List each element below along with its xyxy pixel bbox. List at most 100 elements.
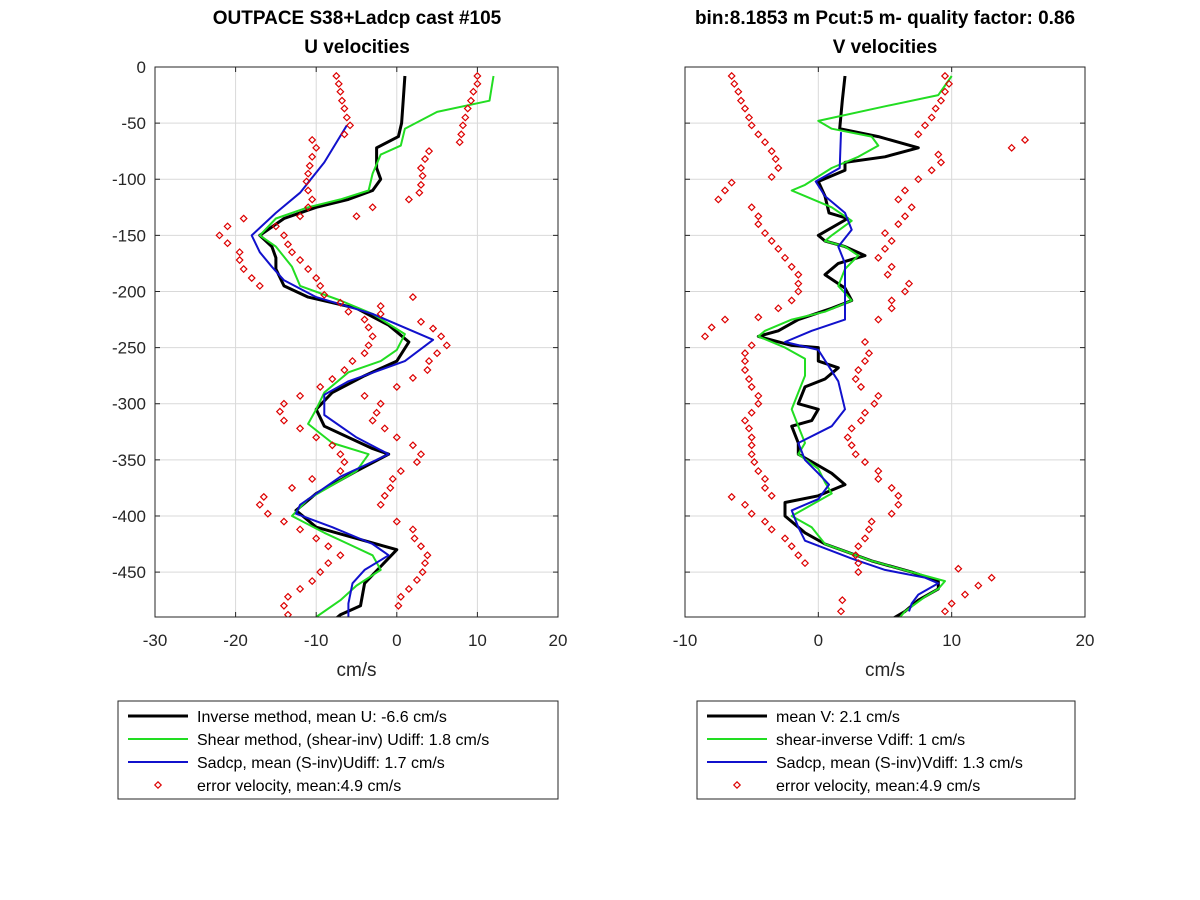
error-velocity-marker bbox=[851, 551, 860, 560]
error-velocity-marker bbox=[408, 293, 417, 302]
error-velocity-marker bbox=[747, 433, 756, 442]
error-velocity-marker bbox=[424, 147, 434, 156]
error-velocity-marker bbox=[767, 172, 776, 182]
error-velocity-marker bbox=[787, 296, 796, 305]
error-velocity-marker bbox=[437, 332, 446, 341]
error-velocity-marker bbox=[900, 186, 910, 195]
error-velocity-marker bbox=[316, 382, 325, 391]
legend-label: error velocity, mean:4.9 cm/s bbox=[776, 778, 980, 795]
error-velocity-marker bbox=[408, 525, 417, 534]
chart-subtitle: V velocities bbox=[833, 37, 938, 58]
error-velocity-marker bbox=[754, 391, 763, 400]
error-velocity-marker bbox=[271, 222, 280, 231]
error-velocity-marker bbox=[754, 220, 763, 229]
error-velocity-marker bbox=[736, 96, 746, 105]
legend-label: Inverse method, mean U: -6.6 cm/s bbox=[197, 709, 447, 726]
error-velocity-marker bbox=[771, 154, 780, 164]
error-velocity-marker bbox=[740, 357, 750, 366]
error-velocity-marker bbox=[860, 408, 870, 417]
error-velocity-marker bbox=[336, 551, 345, 560]
error-velocity-marker bbox=[275, 407, 284, 416]
error-velocity-marker bbox=[263, 509, 272, 518]
error-velocity-marker bbox=[707, 323, 716, 332]
error-velocity-marker bbox=[304, 169, 313, 178]
error-velocity-marker bbox=[800, 559, 810, 568]
error-velocity-marker bbox=[774, 244, 783, 253]
error-velocity-marker bbox=[316, 281, 325, 290]
error-velocity-marker bbox=[874, 467, 883, 476]
error-velocity-marker bbox=[336, 467, 345, 476]
series-1 bbox=[258, 75, 411, 617]
error-velocity-marker bbox=[304, 264, 313, 274]
error-velocity-marker bbox=[396, 467, 405, 476]
error-velocity-marker bbox=[1007, 143, 1016, 152]
error-velocity-marker bbox=[887, 296, 896, 305]
error-velocity-marker bbox=[760, 474, 770, 483]
error-velocity-marker bbox=[767, 525, 776, 534]
error-velocity-marker bbox=[750, 458, 759, 467]
error-velocity-marker bbox=[324, 559, 333, 568]
error-velocity-marker bbox=[900, 287, 910, 296]
error-velocity-marker bbox=[364, 341, 373, 350]
y-tick-label: -250 bbox=[112, 339, 146, 358]
error-velocity-marker bbox=[894, 500, 903, 509]
error-velocity-marker bbox=[372, 408, 381, 417]
legend-marker bbox=[153, 780, 163, 790]
x-tick-label: 20 bbox=[549, 631, 568, 650]
error-velocity-marker bbox=[416, 542, 426, 551]
error-velocity-marker bbox=[296, 391, 305, 400]
error-velocity-marker bbox=[279, 517, 289, 526]
error-velocity-marker bbox=[336, 450, 345, 459]
legend: Inverse method, mean U: -6.6 cm/s Shear m… bbox=[117, 700, 559, 800]
error-velocity-marker bbox=[894, 220, 903, 229]
error-velocity-marker bbox=[418, 568, 427, 577]
error-velocity-marker bbox=[376, 309, 385, 318]
error-velocity-marker bbox=[418, 171, 427, 180]
error-velocity-marker bbox=[410, 534, 419, 543]
error-velocity-marker bbox=[794, 270, 803, 279]
error-velocity-marker bbox=[320, 290, 329, 299]
error-velocity-marker bbox=[328, 374, 337, 384]
error-velocity-marker bbox=[420, 559, 430, 568]
error-velocity-marker bbox=[864, 525, 874, 534]
error-velocity-marker bbox=[424, 357, 434, 366]
error-velocity-marker bbox=[308, 195, 317, 204]
error-velocity-marker bbox=[380, 424, 389, 433]
error-velocity-marker bbox=[940, 87, 950, 96]
error-velocity-marker bbox=[412, 575, 421, 585]
error-velocity-marker bbox=[934, 150, 943, 159]
error-velocity-marker bbox=[340, 104, 349, 113]
series-4 bbox=[215, 71, 482, 617]
error-velocity-marker bbox=[987, 573, 996, 582]
x-tick-label: 0 bbox=[814, 631, 823, 650]
error-velocity-marker bbox=[408, 373, 417, 382]
error-velocity-marker bbox=[304, 186, 313, 195]
error-velocity-marker bbox=[774, 304, 783, 313]
error-velocity-marker bbox=[887, 262, 896, 271]
series-line bbox=[784, 132, 940, 612]
error-velocity-marker bbox=[747, 441, 756, 450]
error-velocity-marker bbox=[283, 610, 293, 617]
legend-label: Sadcp, mean (S-inv)Udiff: 1.7 cm/s bbox=[197, 755, 445, 772]
chart-panel-1: OUTPACE S38+Ladcp cast #105 U velocities -… bbox=[112, 8, 568, 800]
error-velocity-marker bbox=[754, 130, 763, 139]
series-line bbox=[258, 75, 495, 617]
error-velocity-marker bbox=[312, 534, 321, 543]
error-velocity-marker bbox=[754, 467, 763, 476]
y-tick-label: 0 bbox=[137, 58, 146, 77]
y-tick-label: -100 bbox=[112, 170, 146, 189]
error-velocity-marker bbox=[239, 214, 248, 223]
error-velocity-marker bbox=[760, 483, 770, 492]
error-velocity-marker bbox=[223, 222, 232, 231]
error-velocity-marker bbox=[854, 366, 863, 375]
error-velocity-marker bbox=[883, 270, 892, 279]
error-velocity-marker bbox=[360, 349, 369, 358]
error-velocity-marker bbox=[794, 279, 803, 288]
error-velocity-marker bbox=[907, 203, 916, 212]
error-velocity-marker bbox=[442, 341, 451, 350]
error-velocity-marker bbox=[340, 130, 349, 139]
error-velocity-marker bbox=[720, 186, 730, 195]
error-velocity-marker bbox=[887, 236, 896, 246]
error-velocity-marker bbox=[780, 253, 790, 262]
error-velocity-marker bbox=[843, 433, 852, 442]
